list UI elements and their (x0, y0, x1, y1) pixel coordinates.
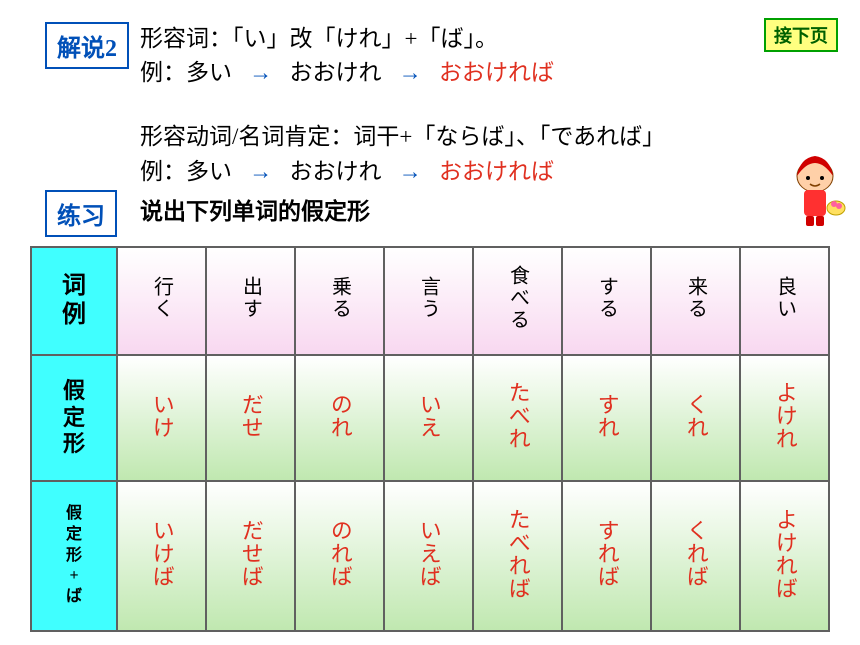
explain-line-4: 例：多い → おおけれ → おおければ (140, 155, 554, 190)
kateiba-cell: すれば (562, 481, 651, 631)
next-page-button[interactable]: 接下页 (764, 18, 838, 52)
cell-text: のれば (326, 519, 352, 588)
explain-line-2: 例：多い → おおけれ → おおければ (140, 56, 554, 91)
cell-text: 出す (239, 276, 263, 320)
section-label-practice: 练习 (45, 190, 117, 237)
ex2b: おおけれ (290, 60, 382, 85)
hdr-char: 词 (32, 272, 116, 301)
hdr-char: 例 (32, 301, 116, 330)
example-cell: する (562, 247, 651, 355)
cell-text: 来る (684, 276, 708, 320)
cell-text: 食べる (506, 265, 530, 331)
cell-text: すれ (593, 393, 619, 439)
hdr-char: 形 (32, 431, 116, 457)
hdr-char: 形 (32, 546, 116, 567)
example-cell: 良い (740, 247, 829, 355)
arrow-icon: → (399, 159, 422, 184)
cartoon-character-icon (780, 150, 850, 230)
cell-text: たべれ (504, 381, 530, 450)
example-cell: 乗る (295, 247, 384, 355)
cell-text: 良い (773, 276, 797, 320)
section-label-explain: 解说2 (45, 22, 129, 69)
hdr-char: + (32, 566, 116, 587)
row-header-katei: 假 定 形 (31, 355, 117, 481)
kateiba-cell: いけば (117, 481, 206, 631)
cell-text: だせば (237, 519, 263, 588)
conjugation-table: 词 例 行く 出す 乗る 言う 食べる する 来る 良い 假 定 形 いけ だせ… (30, 246, 830, 632)
table-row-kateiba: 假 定 形 + ば いけば だせば のれば いえば たべれば すれば くれば よ… (31, 481, 829, 631)
ex2a: 例：多い (140, 60, 232, 85)
katei-cell: だせ (206, 355, 295, 481)
katei-cell: いえ (384, 355, 473, 481)
hdr-char: 定 (32, 525, 116, 546)
arrow-icon: → (249, 159, 272, 184)
ex2c: おおければ (439, 60, 554, 85)
cell-text: よければ (771, 508, 797, 600)
hdr-char: 假 (32, 378, 116, 404)
cell-text: くれば (682, 519, 708, 588)
table-row-examples: 词 例 行く 出す 乗る 言う 食べる する 来る 良い (31, 247, 829, 355)
katei-cell: すれ (562, 355, 651, 481)
cell-text: すれば (593, 519, 619, 588)
cell-text: のれ (326, 393, 352, 439)
katei-cell: よけれ (740, 355, 829, 481)
explain-line-1: 形容词：「い」改「けれ」+「ば」。 (140, 22, 498, 57)
table-row-katei: 假 定 形 いけ だせ のれ いえ たべれ すれ くれ よけれ (31, 355, 829, 481)
cell-text: たべれば (504, 508, 530, 600)
ex4b: おおけれ (290, 159, 382, 184)
arrow-icon: → (399, 60, 422, 85)
kateiba-cell: だせば (206, 481, 295, 631)
katei-cell: いけ (117, 355, 206, 481)
example-cell: 行く (117, 247, 206, 355)
hdr-char: 假 (32, 504, 116, 525)
cell-text: いけ (148, 393, 174, 439)
example-cell: 食べる (473, 247, 562, 355)
cell-text: いけば (148, 519, 174, 588)
cell-text: いえば (415, 519, 441, 588)
cell-text: だせ (237, 393, 263, 439)
katei-cell: くれ (651, 355, 740, 481)
arrow-icon: → (249, 60, 272, 85)
hdr-char: ば (32, 587, 116, 608)
cell-text: する (595, 276, 619, 320)
row-header-kateiba: 假 定 形 + ば (31, 481, 117, 631)
cell-text: いえ (415, 393, 441, 439)
cell-text: 乗る (328, 276, 352, 320)
katei-cell: のれ (295, 355, 384, 481)
ex4a: 例：多い (140, 159, 232, 184)
row-header-examples: 词 例 (31, 247, 117, 355)
cell-text: よけれ (771, 381, 797, 450)
cell-text: 行く (150, 276, 174, 320)
kateiba-cell: いえば (384, 481, 473, 631)
example-cell: 言う (384, 247, 473, 355)
cell-text: くれ (682, 393, 708, 439)
kateiba-cell: たべれば (473, 481, 562, 631)
cell-text: 言う (417, 276, 441, 320)
example-cell: 出す (206, 247, 295, 355)
katei-cell: たべれ (473, 355, 562, 481)
kateiba-cell: よければ (740, 481, 829, 631)
example-cell: 来る (651, 247, 740, 355)
kateiba-cell: くれば (651, 481, 740, 631)
explain-line-3: 形容动词/名词肯定：词干+「ならば」、「であれば」 (140, 120, 665, 155)
hdr-char: 定 (32, 405, 116, 431)
kateiba-cell: のれば (295, 481, 384, 631)
ex4c: おおければ (439, 159, 554, 184)
practice-title: 说出下列单词的假定形 (140, 192, 370, 226)
